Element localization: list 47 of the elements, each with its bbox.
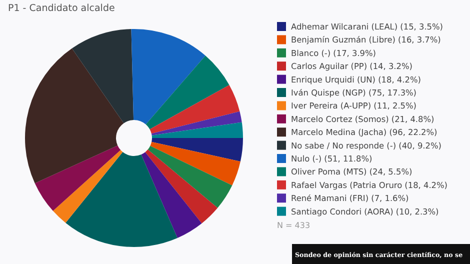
legend-label: Benjamín Guzmán (Libre) bbox=[291, 34, 396, 45]
legend-label: Rafael Vargas (Patria Oruro bbox=[291, 180, 402, 190]
data-label: (21, 4.8%) bbox=[391, 114, 434, 124]
donut-slice bbox=[25, 48, 124, 184]
legend-label: Iván Quispe (NGP) bbox=[291, 88, 366, 98]
data-label: (15, 3.5%) bbox=[400, 22, 443, 32]
donut-slice bbox=[34, 145, 121, 211]
data-label: (51, 11.8%) bbox=[324, 154, 372, 164]
legend-label: Nulo (-) bbox=[291, 154, 322, 164]
donut-slice bbox=[152, 122, 243, 138]
donut-slice bbox=[151, 111, 242, 136]
donut-slice bbox=[145, 150, 218, 224]
legend-label: Marcelo Medina (Jacha) bbox=[291, 127, 387, 138]
donut-slice bbox=[150, 142, 240, 186]
chart-title: P1 - Candidato alcalde bbox=[8, 3, 115, 14]
legend-label: Carlos Aguilar (PP) bbox=[291, 61, 368, 72]
data-label: (40, 9.2%) bbox=[398, 140, 442, 150]
legend-label: No sabe / No responde (-) bbox=[291, 140, 396, 150]
donut-slice bbox=[146, 56, 230, 130]
legend-label: Marcelo Cortez (Somos) bbox=[291, 114, 389, 124]
data-label: (10, 2.3%) bbox=[396, 206, 439, 216]
data-label: (7, 1.6%) bbox=[371, 193, 409, 204]
donut-slice bbox=[150, 84, 240, 134]
donut-slice bbox=[152, 138, 243, 162]
data-label: (14, 3.2%) bbox=[370, 61, 412, 72]
legend-label: Iver Pereira (A-UPP) bbox=[291, 100, 372, 111]
donut-slice bbox=[141, 152, 202, 238]
legend-label: Oliver Poma (MTS) bbox=[291, 166, 367, 177]
data-label: (75, 17.3%) bbox=[368, 88, 416, 98]
donut-slice bbox=[72, 29, 134, 124]
donut-slice bbox=[131, 29, 206, 124]
data-label: (18, 4.2%) bbox=[378, 74, 421, 84]
legend-label: Blanco (-) bbox=[291, 48, 331, 58]
donut-slice bbox=[52, 150, 123, 223]
data-label: (18, 4.2%) bbox=[404, 180, 448, 190]
data-label: (96, 22.2%) bbox=[389, 127, 438, 138]
donut-slice bbox=[66, 152, 178, 247]
data-label: (17, 3.9%) bbox=[333, 48, 376, 58]
donut-slice bbox=[148, 146, 232, 208]
legend-label: Enrique Urquidi (UN) bbox=[291, 74, 376, 84]
legend-label: René Mamani (FRI) bbox=[291, 193, 369, 204]
data-label: (11, 2.5%) bbox=[374, 100, 416, 111]
data-label: (24, 5.5%) bbox=[369, 166, 412, 177]
legend-label: Adhemar Wilcarani (LEAL) bbox=[291, 22, 398, 32]
legend-label: Santiago Condori (AORA) bbox=[291, 206, 394, 216]
text: N = 433 bbox=[277, 221, 310, 230]
data-label: (16, 3.7%) bbox=[398, 34, 441, 45]
